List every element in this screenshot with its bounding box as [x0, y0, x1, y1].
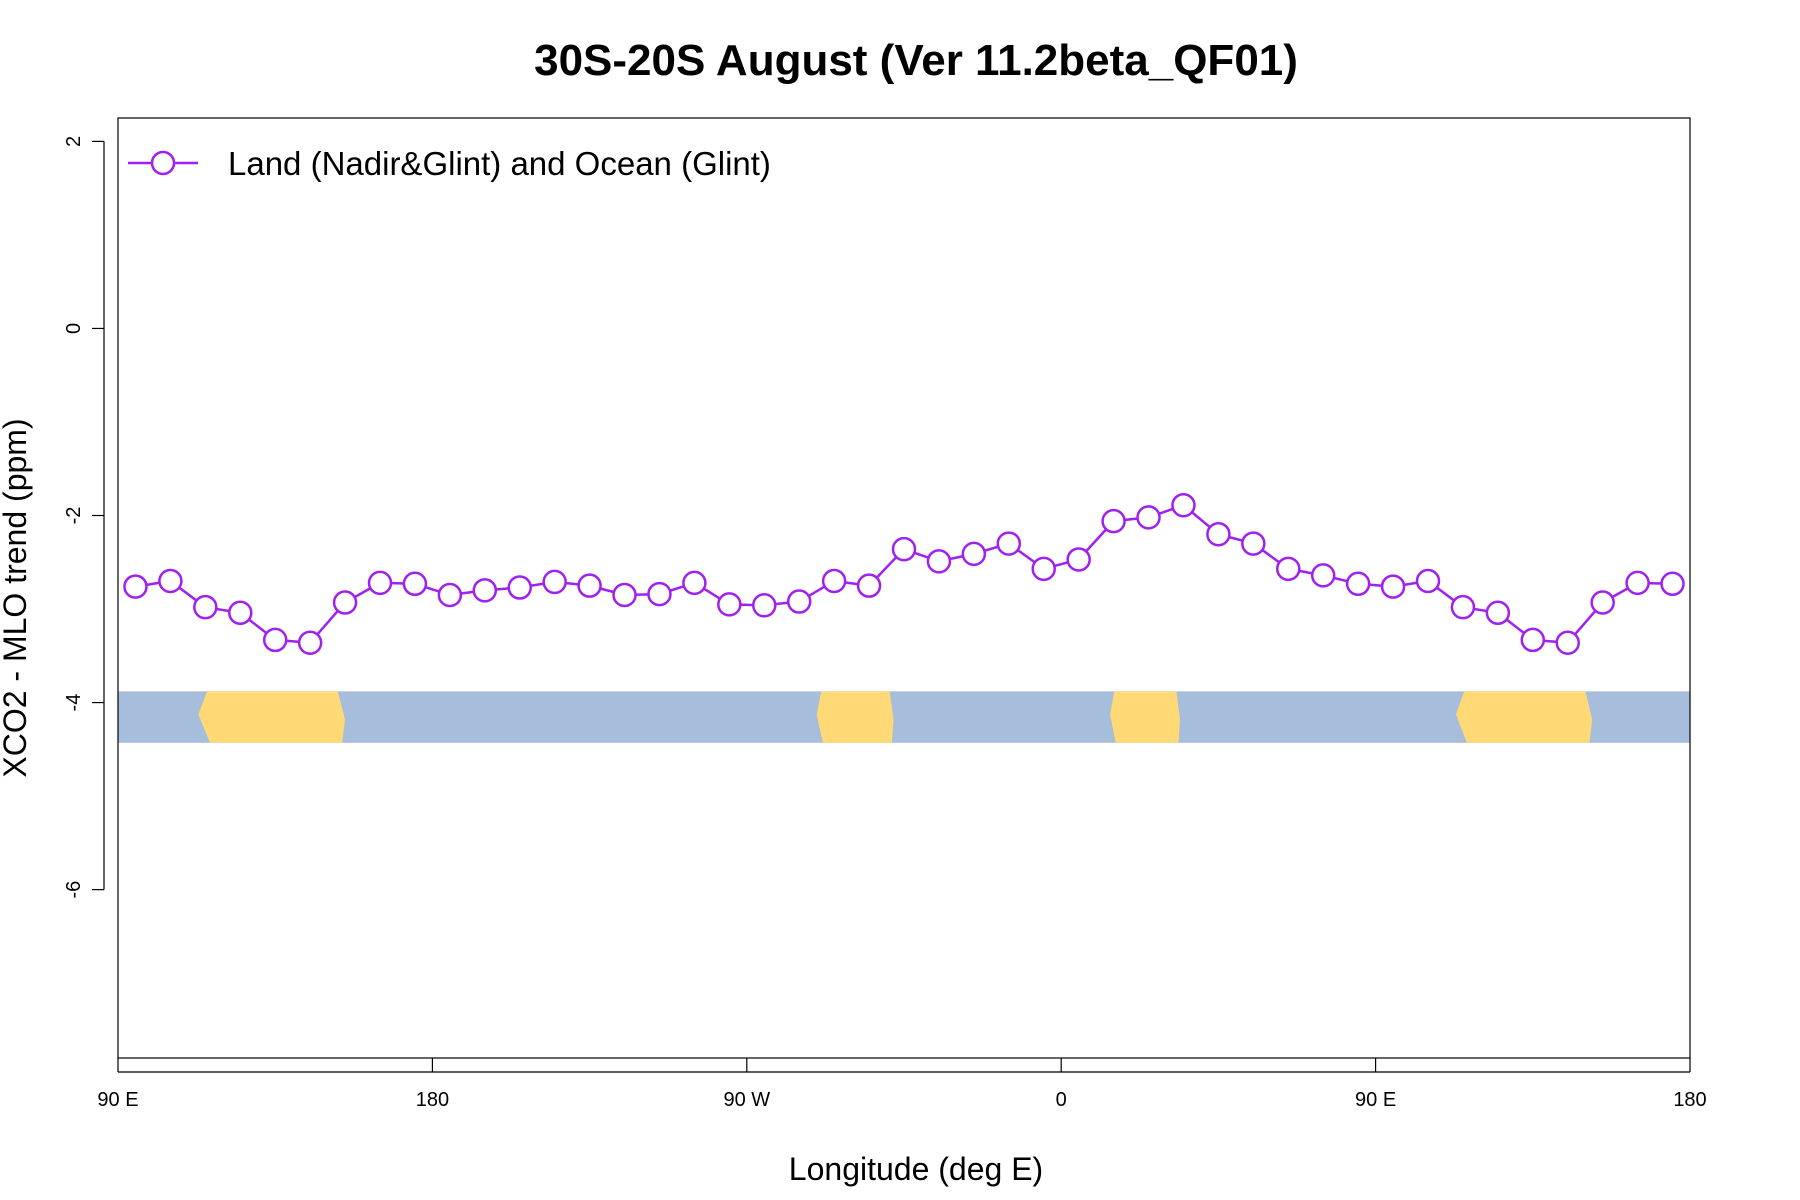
data-point: [1555, 630, 1580, 655]
data-point: [123, 574, 148, 599]
y-tick-label: -6: [63, 881, 85, 899]
data-point: [1660, 571, 1685, 597]
data-point: [1241, 531, 1266, 556]
data-point: [402, 571, 428, 597]
ocean-band: [118, 691, 1690, 743]
data-point: [158, 568, 183, 594]
data-point: [1520, 627, 1546, 653]
data-point: [507, 575, 532, 600]
data-point: [577, 573, 602, 598]
data-point: [856, 573, 882, 598]
x-tick-label: 0: [1056, 1089, 1067, 1111]
data-point: [1625, 570, 1650, 596]
x-tick-label: 90 E: [97, 1089, 138, 1111]
data-point: [821, 568, 847, 594]
land-ocean-map-strip: [118, 691, 1690, 743]
data-point: [1415, 568, 1441, 594]
y-axis: 2 0 -2 -4 -6: [63, 136, 105, 899]
data-point: [1450, 594, 1476, 620]
data-point: [961, 541, 987, 567]
data-point: [647, 581, 672, 607]
x-axis: 90 E 180 90 W 0 90 E 180: [97, 1058, 1707, 1111]
y-tick-label: 0: [63, 323, 85, 334]
y-tick-label: 2: [63, 136, 85, 147]
data-point: [1345, 571, 1371, 597]
data-point: [1136, 505, 1161, 530]
data-point: [612, 582, 637, 608]
legend-label: Land (Nadir&Glint) and Ocean (Glint): [228, 145, 771, 182]
y-axis-label: XCO2 - MLO trend (ppm): [0, 418, 33, 777]
data-point: [1310, 563, 1336, 588]
data-point: [1380, 574, 1406, 599]
x-tick-label: 90 W: [723, 1089, 770, 1111]
data-point: [891, 536, 917, 562]
data-point: [367, 570, 393, 596]
data-point: [717, 592, 742, 617]
data-point: [996, 531, 1022, 556]
data-point: [752, 593, 777, 618]
series-layer: [123, 492, 1685, 655]
data-point: [682, 570, 707, 596]
land-patch: [816, 691, 894, 743]
data-point: [786, 589, 812, 614]
data-point: [1485, 600, 1511, 626]
x-axis-label: Longitude (deg E): [789, 1151, 1043, 1187]
x-tick-label: 180: [416, 1089, 449, 1111]
chart-title: 30S-20S August (Ver 11.2beta_QF01): [534, 36, 1298, 85]
y-tick-label: -4: [63, 694, 85, 712]
data-point: [193, 594, 218, 620]
data-point: [297, 630, 323, 655]
data-point: [228, 600, 253, 626]
plot-frame: [117, 117, 1691, 1059]
data-point: [262, 627, 288, 653]
data-point: [1066, 547, 1091, 572]
data-point: [472, 578, 498, 603]
data-point: [1276, 556, 1301, 582]
data-point: [437, 582, 463, 608]
data-point: [1101, 508, 1126, 534]
data-point: [332, 590, 358, 615]
legend: Land (Nadir&Glint) and Ocean (Glint): [128, 145, 771, 182]
y-tick-label: -2: [63, 507, 85, 525]
data-point: [542, 569, 567, 595]
x-tick-label: 90 E: [1355, 1089, 1396, 1111]
legend-marker-swatch: [150, 150, 176, 176]
data-point: [1031, 556, 1056, 582]
series-line: [135, 503, 1673, 645]
land-patch: [198, 691, 346, 743]
land-patch: [1455, 691, 1593, 743]
data-point: [1171, 492, 1196, 518]
x-tick-label: 180: [1673, 1089, 1706, 1111]
data-point: [926, 549, 952, 574]
data-point: [1206, 521, 1231, 547]
land-patch: [1110, 691, 1180, 743]
data-point: [1590, 590, 1615, 615]
